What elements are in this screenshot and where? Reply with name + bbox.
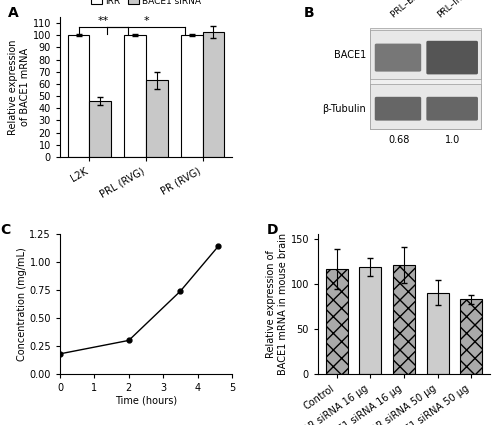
Bar [426,293,448,374]
Bar [181,35,203,157]
Text: 1.0: 1.0 [444,135,460,144]
Bar [360,267,382,374]
Bar [202,31,224,157]
Text: 0.68: 0.68 [388,135,409,144]
X-axis label: Time (hours): Time (hours) [115,396,177,406]
Bar [370,84,482,129]
Bar [370,30,482,79]
Text: B: B [304,6,315,20]
Y-axis label: Concentration (mg/mL): Concentration (mg/mL) [16,247,26,361]
Bar [68,35,90,157]
Text: D: D [266,223,278,237]
Text: *: * [143,16,149,26]
Text: **: ** [98,16,109,26]
Bar [393,265,415,374]
Bar [460,299,482,374]
Text: β-Tubulin: β-Tubulin [322,105,366,114]
Text: PRL–IRR: PRL–IRR [436,0,470,20]
Text: BACE1: BACE1 [334,50,366,60]
Text: PRL–BACE1 siRNA: PRL–BACE1 siRNA [390,0,457,20]
Bar [124,35,146,157]
FancyBboxPatch shape [426,41,478,74]
Text: C: C [0,223,10,237]
FancyBboxPatch shape [375,97,421,121]
Text: A: A [8,6,19,20]
FancyBboxPatch shape [426,97,478,121]
Legend: IRR, BACE1 siRNA: IRR, BACE1 siRNA [88,0,204,10]
Y-axis label: Relative expression of
BACE1 mRNA in mouse brain: Relative expression of BACE1 mRNA in mou… [266,233,287,375]
Bar [370,28,482,129]
Y-axis label: Relative expression
of BACE1 mRNA: Relative expression of BACE1 mRNA [8,39,30,135]
Bar [146,80,168,157]
FancyBboxPatch shape [375,44,421,71]
Bar [326,269,347,374]
Bar [90,101,111,157]
